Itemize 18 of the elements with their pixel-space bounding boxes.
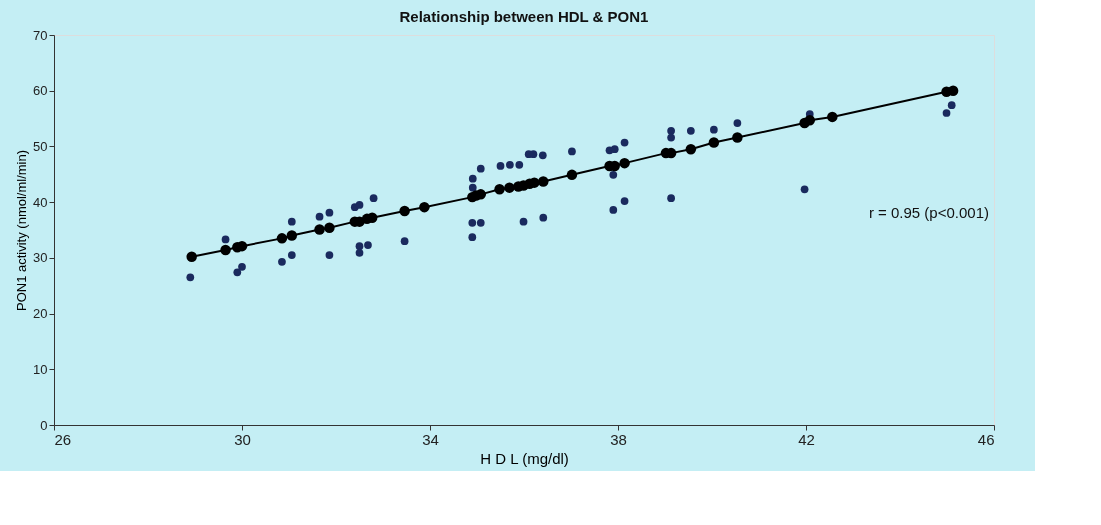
x-tick-label: 42 [798,430,815,448]
x-tick-label: 38 [610,430,627,448]
y-tick-label: 40 [33,194,48,210]
y-tick-label: 10 [33,361,48,377]
annotation: r = 0.95 (p<0.001) [868,204,989,221]
x-tick-label: 26 [54,430,72,448]
y-tick-label: 20 [33,306,48,322]
chart-title: Relationship between HDL & PON1 [399,8,649,25]
y-axis-title: PON1 activity (nmol/ml/min) [14,149,30,312]
x-tick-label: 46 [977,430,995,448]
y-tick-label: 50 [33,138,48,154]
y-tick-label: 0 [40,417,48,433]
y-tick-label: 30 [33,250,48,266]
y-tick-label: 60 [33,83,48,99]
y-tick-label: 70 [33,27,48,43]
x-tick-label: 34 [422,430,439,448]
x-axis-title: H D L (mg/dl) [480,449,569,467]
x-tick-label: 30 [234,430,251,448]
